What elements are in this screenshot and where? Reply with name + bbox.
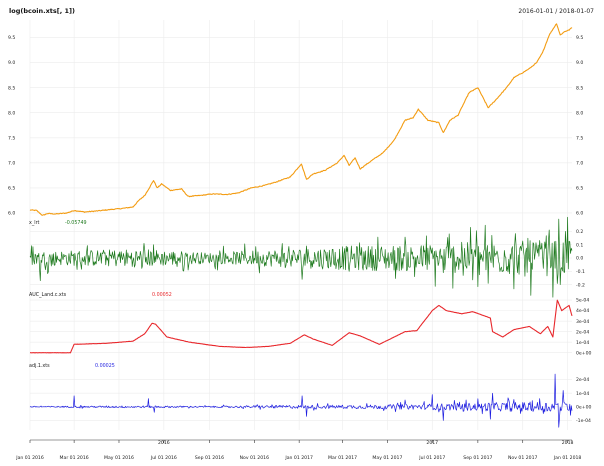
y-tick-label: 4e-04 [576, 308, 589, 314]
panel-value-label: 0.00025 [95, 363, 115, 369]
y-tick-label: 6.0 [576, 211, 583, 217]
series-line-3 [29, 299, 573, 354]
x-tick-label: Sep 01 2017 [463, 455, 492, 461]
y-tick-label: 0.0 [576, 256, 583, 262]
panel-title: AUC_Land.c.xts [29, 292, 67, 298]
y-tick-label: -1e-04 [576, 418, 591, 424]
y-tick-label: 6.5 [576, 186, 583, 192]
y-tick-label: 0e+00 [576, 350, 592, 356]
y-tick-label: 9.0 [576, 60, 583, 66]
y-tick-label: 6.5 [8, 186, 15, 192]
y-tick-label: 3e-04 [576, 319, 589, 325]
y-tick-label: 6.0 [8, 211, 15, 217]
y-tick-label: -0.2 [576, 282, 585, 288]
panel-title: x_lrt [29, 220, 40, 226]
y-tick-label: 8.0 [576, 110, 583, 116]
y-tick-label: 9.5 [576, 35, 583, 41]
y-tick-label: 2e-04 [576, 377, 589, 383]
y-tick-label: 0e+00 [576, 404, 592, 410]
x-tick-label: Sep 01 2016 [195, 455, 224, 461]
date-range: 2016-01-01 / 2018-01-07 [518, 8, 594, 15]
series-layer [29, 23, 573, 428]
year-label: 2016 [158, 440, 170, 446]
x-tick-label: Mar 01 2017 [328, 455, 357, 461]
x-tick-label: Jul 01 2017 [418, 455, 445, 461]
y-tick-label: 7.5 [576, 135, 583, 141]
x-tick-label: Nov 01 2017 [508, 455, 537, 461]
y-tick-label: 2e-04 [576, 329, 589, 335]
y-tick-label: 9.5 [8, 35, 15, 41]
series-line-1 [29, 23, 573, 216]
y-tick-label: 8.0 [8, 110, 15, 116]
series-line-2 [29, 216, 573, 298]
chart-title: log(bcoin.xts[, 1]) [9, 7, 75, 15]
panel-value-label: -0.05749 [65, 220, 87, 226]
x-tick-label: Jul 01 2016 [150, 455, 177, 461]
x-tick-label: May 01 2017 [372, 455, 402, 461]
x-tick-label: Mar 01 2016 [60, 455, 89, 461]
x-tick-label: Jan 01 2016 [15, 455, 44, 461]
y-tick-label: 0.1 [576, 242, 583, 248]
y-tick-label: 9.0 [8, 60, 15, 66]
y-tick-label: 1e-04 [576, 340, 589, 346]
y-tick-label: 8.5 [8, 85, 15, 91]
y-tick-label: 7.0 [576, 160, 583, 166]
panel-value-label: 0.00052 [152, 292, 172, 298]
x-tick-label: Jan 01 2017 [284, 455, 313, 461]
x-tick-label: May 01 2016 [104, 455, 134, 461]
y-tick-label: 5e-04 [576, 298, 589, 304]
series-line-4 [29, 373, 573, 428]
year-label: 2017 [426, 440, 438, 446]
y-tick-label: -0.1 [576, 269, 585, 275]
year-label: 2018 [562, 440, 574, 446]
x-tick-label: Nov 01 2016 [240, 455, 269, 461]
y-tick-label: 8.5 [576, 85, 583, 91]
x-tick-label: Jan 01 2018 [553, 455, 582, 461]
label-layer: Jan 01 2016 Mar 01 2016 May 01 2016 Jul 01 … [8, 35, 592, 461]
y-tick-label: 7.5 [8, 135, 15, 141]
y-tick-label: 1e-04 [576, 391, 589, 397]
panel-title: adj.1.xts [29, 363, 50, 369]
y-tick-label: 7.0 [8, 160, 15, 166]
y-tick-label: 0.2 [576, 229, 583, 235]
